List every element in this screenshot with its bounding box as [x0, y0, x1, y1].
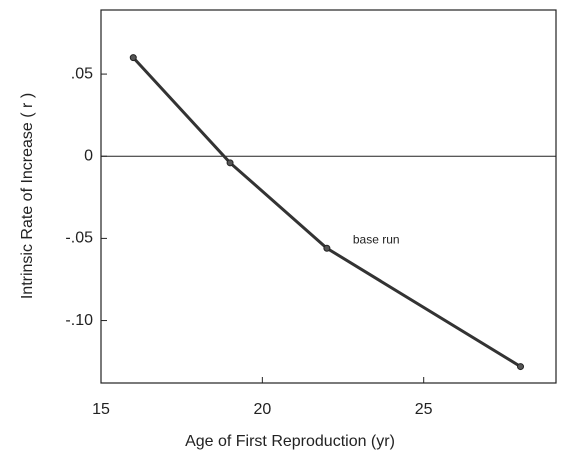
data-point: [129, 54, 137, 62]
data-point: [323, 244, 331, 252]
data-line: [132, 56, 522, 368]
y-tick-label: 0: [84, 147, 93, 164]
x-tick-label: 20: [253, 401, 271, 418]
y-tick-label: -.10: [65, 312, 93, 329]
data-point: [517, 363, 525, 371]
annotation: base run: [353, 232, 400, 246]
data-point: [226, 159, 234, 167]
plot-frame: [100, 9, 557, 384]
y-axis-label: Intrinsic Rate of Increase ( r ): [19, 93, 36, 299]
y-tick-label: .05: [71, 65, 93, 82]
x-axis-label: Age of First Reproduction (yr): [185, 433, 395, 450]
x-tick-label: 25: [415, 401, 433, 418]
y-tick-label: -.05: [65, 230, 93, 247]
x-tick-label: 15: [92, 401, 110, 418]
